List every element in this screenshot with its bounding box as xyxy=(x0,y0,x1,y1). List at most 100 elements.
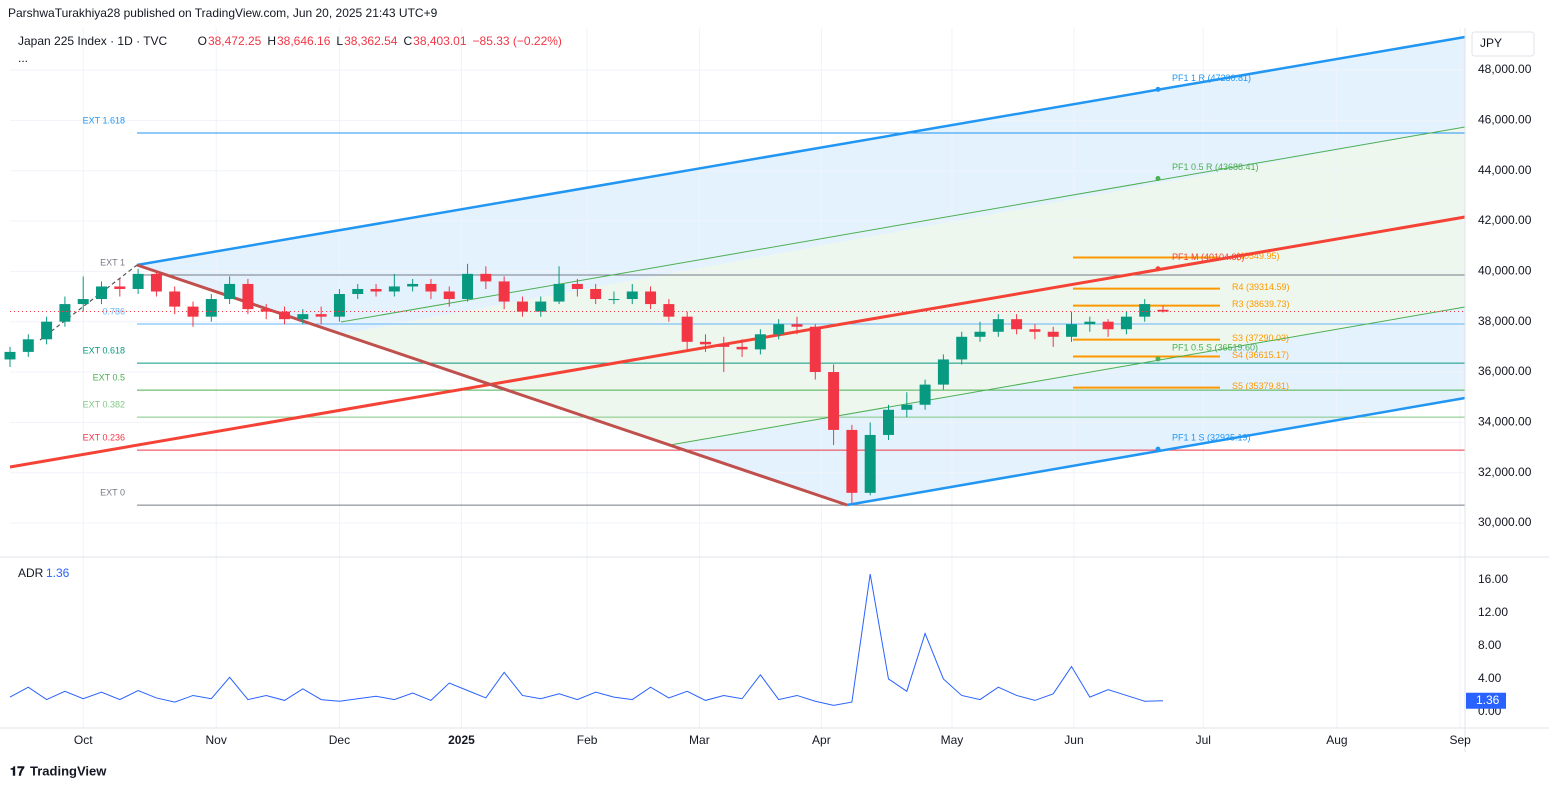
fork-label: PF1 1 R (47230.81) xyxy=(1172,73,1251,83)
fork-point xyxy=(1155,446,1161,452)
candle-body xyxy=(535,301,547,312)
value-badge xyxy=(1466,692,1506,709)
candle-body xyxy=(41,321,53,340)
x-tick-label: Feb xyxy=(577,733,598,747)
fork-point xyxy=(1155,356,1161,362)
candle-body xyxy=(59,304,71,322)
candle-body xyxy=(1029,329,1041,332)
fork-base xyxy=(136,263,848,507)
candle-body xyxy=(315,314,327,317)
y-tick-label: 30,000.00 xyxy=(1478,515,1532,529)
candle-body xyxy=(773,324,785,335)
candle-body xyxy=(224,283,236,300)
candle-body xyxy=(297,314,309,320)
ext-label: EXT 0.618 xyxy=(83,345,125,355)
x-tick-label: Sep xyxy=(1449,733,1471,747)
candle-body xyxy=(462,273,474,300)
candle-body xyxy=(590,288,602,300)
candle-body xyxy=(169,291,181,307)
fork-lower xyxy=(846,396,1466,507)
fork-point xyxy=(1155,266,1161,272)
candle-body xyxy=(96,286,107,300)
y-tick-label: 16.00 xyxy=(1478,572,1508,586)
candle-body xyxy=(681,316,693,342)
chart-title: Japan 225 Index · 1D · TVC xyxy=(18,34,168,48)
y-tick-label: 12.00 xyxy=(1478,605,1508,619)
fork-point xyxy=(1155,176,1161,182)
pivot-label: (40549.95) xyxy=(1236,251,1280,261)
candle-body xyxy=(260,309,272,312)
ohlc-value: 38,362.54 xyxy=(344,34,398,48)
y-tick-label: 36,000.00 xyxy=(1478,364,1532,378)
levels: EXT 1.618 EXT 1 0.786 EXT 0.618 EXT 0.5 EXT 0… xyxy=(83,115,1465,506)
y-tick-label: 42,000.00 xyxy=(1478,213,1532,227)
candle-body xyxy=(205,299,217,317)
candle-body xyxy=(663,304,675,317)
fork-median xyxy=(9,215,1466,469)
candle-body xyxy=(626,291,638,300)
candle-body xyxy=(608,299,620,301)
x-tick-label: 2025 xyxy=(448,733,475,747)
ohlc-value: 38,472.25 xyxy=(208,34,262,48)
candle-body xyxy=(516,301,528,312)
candle-body xyxy=(388,286,400,292)
ohlc-value: 38,646.16 xyxy=(277,34,331,48)
adr-line xyxy=(9,573,1164,706)
candle-body xyxy=(242,283,254,310)
x-tick-label: Oct xyxy=(74,733,93,747)
ext-label: EXT 0.5 xyxy=(93,372,125,382)
grid xyxy=(10,28,1465,728)
x-tick-label: Dec xyxy=(329,733,350,747)
pivot-label: R3 (38639.73) xyxy=(1232,299,1290,309)
candle-body xyxy=(425,283,437,292)
fork-point xyxy=(1155,86,1161,92)
candle-body xyxy=(864,434,876,493)
ext-label: EXT 0.382 xyxy=(83,399,125,409)
candle-body xyxy=(333,294,345,317)
candle-body xyxy=(77,299,89,305)
candle-body xyxy=(846,429,858,493)
change: −85.33 (−0.22%) xyxy=(473,34,562,48)
fork-zone xyxy=(341,127,1465,445)
candle-body xyxy=(1157,309,1169,312)
indicator-title: ADR xyxy=(18,566,44,580)
x-tick-label: Aug xyxy=(1326,733,1347,747)
fork-upper xyxy=(136,35,1466,267)
candle-body xyxy=(974,331,986,337)
y-tick-label: 4.00 xyxy=(1478,671,1502,685)
y-tick-label: 46,000.00 xyxy=(1478,113,1532,127)
menu: ... xyxy=(18,51,28,65)
ohlc-value: 38,403.01 xyxy=(413,34,467,48)
pivot-label: S4 (36615.17) xyxy=(1232,350,1289,360)
candle-body xyxy=(132,273,144,289)
candle-body xyxy=(443,291,455,300)
x-tick-label: Mar xyxy=(689,733,710,747)
y-tick-label: 44,000.00 xyxy=(1478,163,1532,177)
candle-body xyxy=(187,306,199,317)
fork-zone xyxy=(137,37,1465,334)
ohlc-key: O xyxy=(198,34,207,48)
x-tick-label: Apr xyxy=(812,733,831,747)
pivot-label: S3 (37290.03) xyxy=(1232,333,1289,343)
candle-body xyxy=(1084,321,1096,325)
candle-body xyxy=(791,324,803,327)
marks: PF1 1 R (47230.81) PF1 0.5 R (43688.41) PF… xyxy=(4,73,1465,706)
candle-body xyxy=(754,334,766,350)
candle-body xyxy=(901,404,913,410)
candle-body xyxy=(1066,324,1077,337)
candle-body xyxy=(352,288,364,295)
candle-body xyxy=(1102,321,1114,330)
pitchfork xyxy=(9,35,1466,507)
currency-box[interactable] xyxy=(1471,31,1535,57)
candle-body xyxy=(699,341,711,345)
fork-half xyxy=(340,126,1466,323)
y-tick-label: 40,000.00 xyxy=(1478,264,1532,278)
candle-body xyxy=(809,326,821,373)
candle-body xyxy=(645,291,657,305)
ext-label: 0.786 xyxy=(102,306,125,316)
candle-body xyxy=(370,288,382,292)
ohlc-key: L xyxy=(336,34,343,48)
candle-body xyxy=(1139,304,1151,317)
brand-logo: 𝟏𝟕 xyxy=(10,763,25,778)
